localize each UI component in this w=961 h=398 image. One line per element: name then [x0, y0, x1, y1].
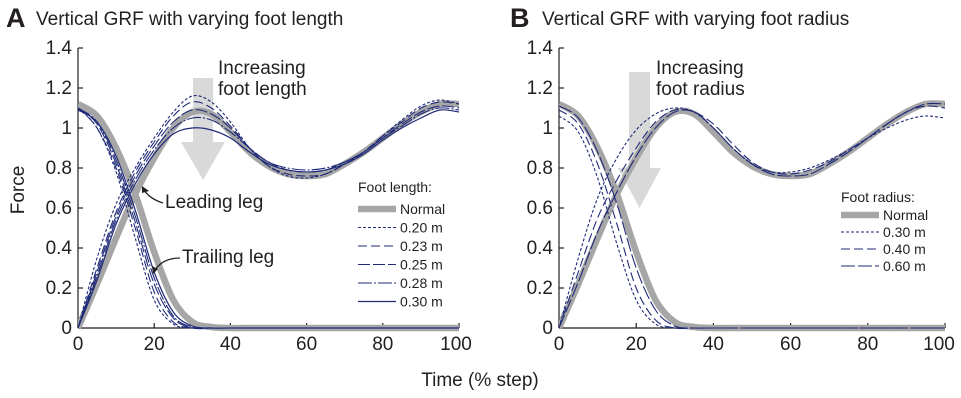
- panel-b-title: Vertical GRF with varying foot radius: [542, 9, 849, 30]
- panel-a-series-leading-1: [78, 95, 460, 329]
- panel-a-trend-arrow: [181, 78, 225, 180]
- panel-a-letter: A: [6, 3, 26, 33]
- panel-b-xtick-label: 80: [857, 334, 878, 355]
- panel-a-legend-label: 0.28 m: [400, 275, 443, 291]
- panel-a-arrow-label-line2: foot length: [218, 79, 307, 100]
- panel-a-ytick-label: 0: [61, 318, 72, 339]
- panel-a-legend-title: Foot length:: [358, 179, 432, 195]
- panel-a-title: Vertical GRF with varying foot length: [36, 9, 343, 30]
- panel-b-xtick-label: 20: [626, 334, 647, 355]
- panel-a-series-leading-3: [78, 105, 460, 329]
- panel-a-legend-label: 0.20 m: [400, 220, 443, 236]
- panel-a-trailing-leg-label: Trailing leg: [182, 247, 274, 268]
- panel-b-arrow-label-line2: foot radius: [656, 79, 745, 100]
- panel-a-ytick-label: 1.4: [46, 38, 73, 59]
- panel-a-xtick-label: 20: [144, 334, 165, 355]
- panel-b-series-trailing-3: [559, 105, 945, 329]
- panel-a-ytick-label: 0.8: [46, 158, 72, 179]
- panel-a-leading-leg-pointer: [143, 189, 164, 204]
- panel-a-ytick-label: 0.4: [46, 238, 73, 259]
- panel-b-legend-label: 0.60 m: [883, 258, 926, 274]
- panel-a-legend-label: 0.25 m: [400, 257, 443, 273]
- panel-a-leading-leg-arrowhead: [142, 186, 149, 193]
- panel-b-legend-label: Normal: [883, 207, 928, 223]
- panel-a-series-leading-5: [78, 109, 460, 329]
- panel-a-xtick-label: 0: [73, 334, 84, 355]
- panel-a-ytick-label: 0.2: [46, 278, 72, 299]
- panel-b-ytick-label: 1: [542, 118, 553, 139]
- panel-a-xtick-label: 60: [296, 334, 317, 355]
- panel-b-series-leading-2: [559, 105, 946, 329]
- panel-a-legend-label: Normal: [400, 201, 445, 217]
- panel-b-ytick-label: 0.6: [527, 198, 553, 219]
- panel-b-xtick-label: 60: [780, 334, 801, 355]
- panel-a-xtick-label: 100: [440, 334, 472, 355]
- panel-a-legend-label: 0.30 m: [400, 294, 443, 310]
- panel-b-series-leading-3: [559, 102, 946, 329]
- panel-a-ytick-label: 0.6: [46, 198, 72, 219]
- panel-b: B Vertical GRF with varying foot radius …: [510, 3, 955, 355]
- panel-b-ytick-label: 0.8: [527, 158, 553, 179]
- panel-b-ytick-label: 1.2: [527, 78, 553, 99]
- panel-a-series-leading-4: [78, 107, 460, 329]
- panel-b-ytick-label: 0.2: [527, 278, 553, 299]
- panel-a-xtick-label: 80: [372, 334, 393, 355]
- panel-a-leading-leg-label: Leading leg: [165, 192, 263, 213]
- panel-a-xtick-label: 40: [220, 334, 241, 355]
- panel-b-legend-title: Foot radius:: [841, 189, 915, 205]
- panel-a-series-leading-2: [78, 101, 460, 329]
- panel-b-legend-label: 0.40 m: [883, 241, 926, 257]
- panel-a-trailing-leg-pointer: [154, 257, 181, 271]
- panel-b-ytick-label: 0.4: [527, 238, 554, 259]
- panel-a-arrow-label-line1: Increasing: [218, 58, 306, 79]
- panel-b-arrow-label-line1: Increasing: [656, 58, 744, 79]
- panel-b-legend-label: 0.30 m: [883, 224, 926, 240]
- panel-b-xtick-label: 100: [923, 334, 955, 355]
- panel-b-series-leading-normal: [559, 100, 946, 330]
- panel-a-series-trailing-5: [78, 109, 459, 329]
- panel-a-ytick-label: 1: [61, 118, 72, 139]
- y-axis-title: Force: [8, 166, 29, 215]
- panel-b-xtick-label: 40: [703, 334, 724, 355]
- panel-b-xtick-label: 0: [554, 334, 565, 355]
- x-axis-title: Time (% step): [421, 370, 539, 391]
- panel-b-letter: B: [510, 3, 530, 33]
- panel-a-legend-label: 0.23 m: [400, 238, 443, 254]
- panel-b-ytick-label: 0: [542, 318, 553, 339]
- panel-b-trend-arrow: [618, 72, 661, 208]
- panel-a-ytick-label: 1.2: [46, 78, 72, 99]
- panel-a-trailing-leg-arrowhead: [152, 266, 158, 274]
- panel-b-ytick-label: 1.4: [527, 38, 554, 59]
- panel-a: A Vertical GRF with varying foot length …: [6, 3, 472, 355]
